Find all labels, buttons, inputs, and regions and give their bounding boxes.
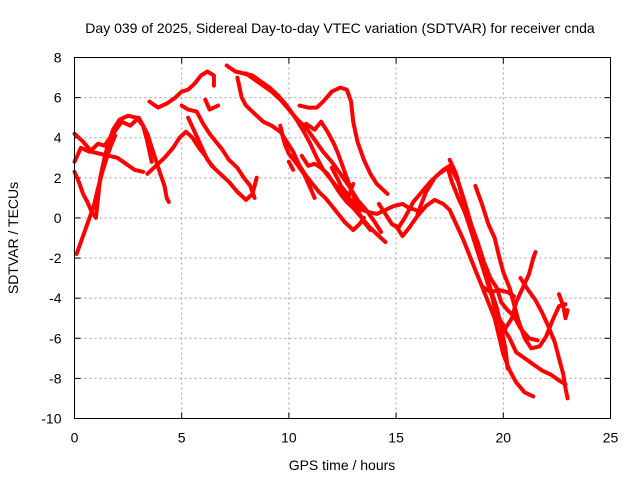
plot-frame [74, 57, 611, 419]
series-arc-9 [203, 97, 221, 112]
x-tick-label: 20 [496, 430, 512, 446]
series-arc-27 [518, 276, 570, 401]
y-axis-label: SDTVAR / TECUs [5, 182, 21, 294]
y-tick-label: 2 [54, 170, 62, 186]
series-arc-2 [72, 113, 154, 220]
series-arc-26 [492, 250, 538, 331]
series-arc-28 [557, 292, 570, 321]
series-arc-1 [72, 115, 171, 204]
y-tick-label: -4 [49, 290, 62, 306]
series-arc-13 [278, 123, 317, 200]
series-arc-3 [74, 133, 118, 256]
series-arc-24 [473, 183, 568, 351]
x-tick-label: 15 [388, 430, 404, 446]
series-arc-4 [72, 131, 146, 174]
series-arc-25 [479, 284, 516, 299]
series-arc-22 [415, 163, 540, 343]
series-arc-14 [286, 159, 296, 172]
series-arc-8 [186, 115, 216, 170]
series-arc-12 [244, 71, 384, 234]
x-tick-label: 0 [71, 430, 79, 446]
series-arc-11 [235, 75, 366, 232]
series-arc-16 [304, 119, 362, 212]
y-tick-label: -8 [49, 370, 62, 386]
y-tick-label: -10 [41, 411, 61, 427]
y-tick-label: -2 [49, 250, 62, 266]
x-tick-label: 5 [178, 430, 186, 446]
series-arc-18 [329, 165, 373, 232]
series-arc-15 [297, 85, 390, 196]
grid [74, 57, 611, 419]
chart-title: Day 039 of 2025, Sidereal Day-to-day VTE… [85, 20, 595, 36]
x-axis-label: GPS time / hours [289, 457, 396, 473]
y-tick-label: 0 [54, 210, 62, 226]
x-tick-label: 10 [281, 430, 297, 446]
y-tick-label: -6 [49, 330, 62, 346]
series-arc-19 [340, 181, 356, 198]
series-arc-21 [394, 197, 536, 399]
y-tick-label: 8 [54, 50, 62, 66]
y-tick-label: 6 [54, 90, 62, 106]
series-arc-6 [147, 69, 216, 110]
x-tick-label: 25 [603, 430, 619, 446]
series-arc-7 [179, 103, 257, 200]
y-tick-label: 4 [54, 130, 62, 146]
data-series-group [72, 63, 570, 401]
axes: 0 5 10 15 20 25 -10 -8 -6 -4 -2 0 2 4 6 8 [41, 50, 618, 446]
